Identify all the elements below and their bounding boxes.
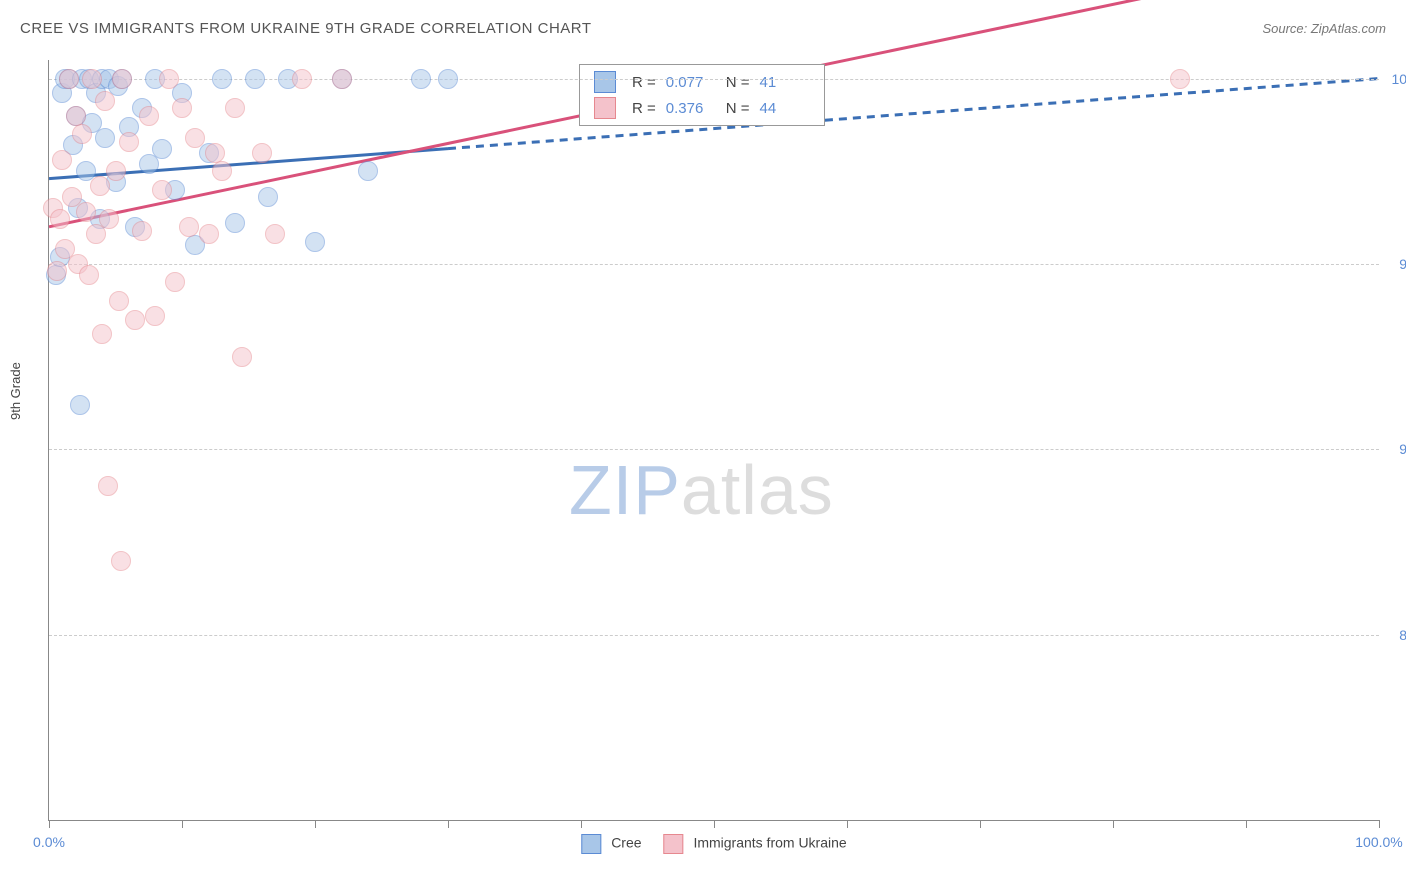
y-tick-label: 85.0% bbox=[1384, 627, 1406, 643]
x-tick-label: 100.0% bbox=[1355, 834, 1402, 850]
x-tick bbox=[49, 820, 50, 828]
data-point bbox=[132, 221, 152, 241]
x-tick-label: 0.0% bbox=[33, 834, 65, 850]
data-point bbox=[119, 132, 139, 152]
data-point bbox=[139, 106, 159, 126]
data-point bbox=[95, 91, 115, 111]
data-point bbox=[358, 161, 378, 181]
stats-box: R = 0.077 N = 41 R = 0.376 N = 44 bbox=[579, 64, 825, 126]
data-point bbox=[152, 139, 172, 159]
data-point bbox=[179, 217, 199, 237]
data-point bbox=[165, 272, 185, 292]
stat-n-label: N = bbox=[726, 74, 750, 91]
data-point bbox=[59, 69, 79, 89]
legend-label-ukraine: Immigrants from Ukraine bbox=[693, 835, 846, 851]
data-point bbox=[265, 224, 285, 244]
swatch-ukraine bbox=[594, 97, 616, 119]
plot-area: ZIPatlas R = 0.077 N = 41 R = 0.376 N = … bbox=[48, 60, 1379, 821]
data-point bbox=[47, 261, 67, 281]
data-point bbox=[225, 213, 245, 233]
x-tick bbox=[182, 820, 183, 828]
data-point bbox=[232, 347, 252, 367]
gridline bbox=[49, 449, 1379, 450]
data-point bbox=[125, 310, 145, 330]
source-attribution: Source: ZipAtlas.com bbox=[1262, 21, 1386, 36]
data-point bbox=[90, 176, 110, 196]
legend-bottom: Cree Immigrants from Ukraine bbox=[581, 834, 846, 854]
data-point bbox=[99, 209, 119, 229]
legend-label-cree: Cree bbox=[611, 835, 641, 851]
data-point bbox=[172, 98, 192, 118]
data-point bbox=[76, 202, 96, 222]
x-tick bbox=[315, 820, 316, 828]
y-tick-label: 90.0% bbox=[1384, 441, 1406, 457]
data-point bbox=[252, 143, 272, 163]
data-point bbox=[411, 69, 431, 89]
data-point bbox=[199, 224, 219, 244]
data-point bbox=[95, 128, 115, 148]
stat-r-cree: 0.077 bbox=[666, 74, 716, 91]
stat-n-ukraine: 44 bbox=[760, 100, 810, 117]
stat-n-label: N = bbox=[726, 100, 750, 117]
data-point bbox=[66, 106, 86, 126]
swatch-cree bbox=[594, 71, 616, 93]
x-tick bbox=[448, 820, 449, 828]
data-point bbox=[185, 128, 205, 148]
stats-row-cree: R = 0.077 N = 41 bbox=[580, 69, 824, 95]
chart-container: CREE VS IMMIGRANTS FROM UKRAINE 9TH GRAD… bbox=[0, 0, 1406, 892]
x-tick bbox=[581, 820, 582, 828]
data-point bbox=[212, 161, 232, 181]
trend-lines-layer bbox=[49, 60, 1379, 820]
legend-item-cree: Cree bbox=[581, 834, 641, 854]
data-point bbox=[438, 69, 458, 89]
x-tick bbox=[1246, 820, 1247, 828]
y-tick-label: 95.0% bbox=[1384, 256, 1406, 272]
data-point bbox=[152, 180, 172, 200]
data-point bbox=[305, 232, 325, 252]
data-point bbox=[205, 143, 225, 163]
data-point bbox=[112, 69, 132, 89]
data-point bbox=[92, 324, 112, 344]
data-point bbox=[258, 187, 278, 207]
data-point bbox=[50, 209, 70, 229]
data-point bbox=[111, 551, 131, 571]
data-point bbox=[332, 69, 352, 89]
data-point bbox=[245, 69, 265, 89]
data-point bbox=[159, 69, 179, 89]
x-tick bbox=[1379, 820, 1380, 828]
data-point bbox=[225, 98, 245, 118]
data-point bbox=[79, 265, 99, 285]
stat-r-label: R = bbox=[632, 100, 656, 117]
gridline bbox=[49, 635, 1379, 636]
swatch-ukraine-legend bbox=[664, 834, 684, 854]
x-tick bbox=[714, 820, 715, 828]
stat-r-ukraine: 0.376 bbox=[666, 100, 716, 117]
data-point bbox=[82, 69, 102, 89]
data-point bbox=[72, 124, 92, 144]
y-tick-label: 100.0% bbox=[1384, 71, 1406, 87]
data-point bbox=[106, 161, 126, 181]
data-point bbox=[1170, 69, 1190, 89]
x-tick bbox=[847, 820, 848, 828]
stat-n-cree: 41 bbox=[760, 74, 810, 91]
gridline bbox=[49, 264, 1379, 265]
title-bar: CREE VS IMMIGRANTS FROM UKRAINE 9TH GRAD… bbox=[20, 20, 1386, 37]
stat-r-label: R = bbox=[632, 74, 656, 91]
data-point bbox=[212, 69, 232, 89]
data-point bbox=[70, 395, 90, 415]
legend-item-ukraine: Immigrants from Ukraine bbox=[664, 834, 847, 854]
data-point bbox=[145, 306, 165, 326]
y-axis-label: 9th Grade bbox=[8, 362, 23, 420]
x-tick bbox=[980, 820, 981, 828]
chart-title: CREE VS IMMIGRANTS FROM UKRAINE 9TH GRAD… bbox=[20, 20, 592, 37]
swatch-cree-legend bbox=[581, 834, 601, 854]
stats-row-ukraine: R = 0.376 N = 44 bbox=[580, 95, 824, 121]
data-point bbox=[52, 150, 72, 170]
data-point bbox=[98, 476, 118, 496]
data-point bbox=[109, 291, 129, 311]
data-point bbox=[292, 69, 312, 89]
x-tick bbox=[1113, 820, 1114, 828]
